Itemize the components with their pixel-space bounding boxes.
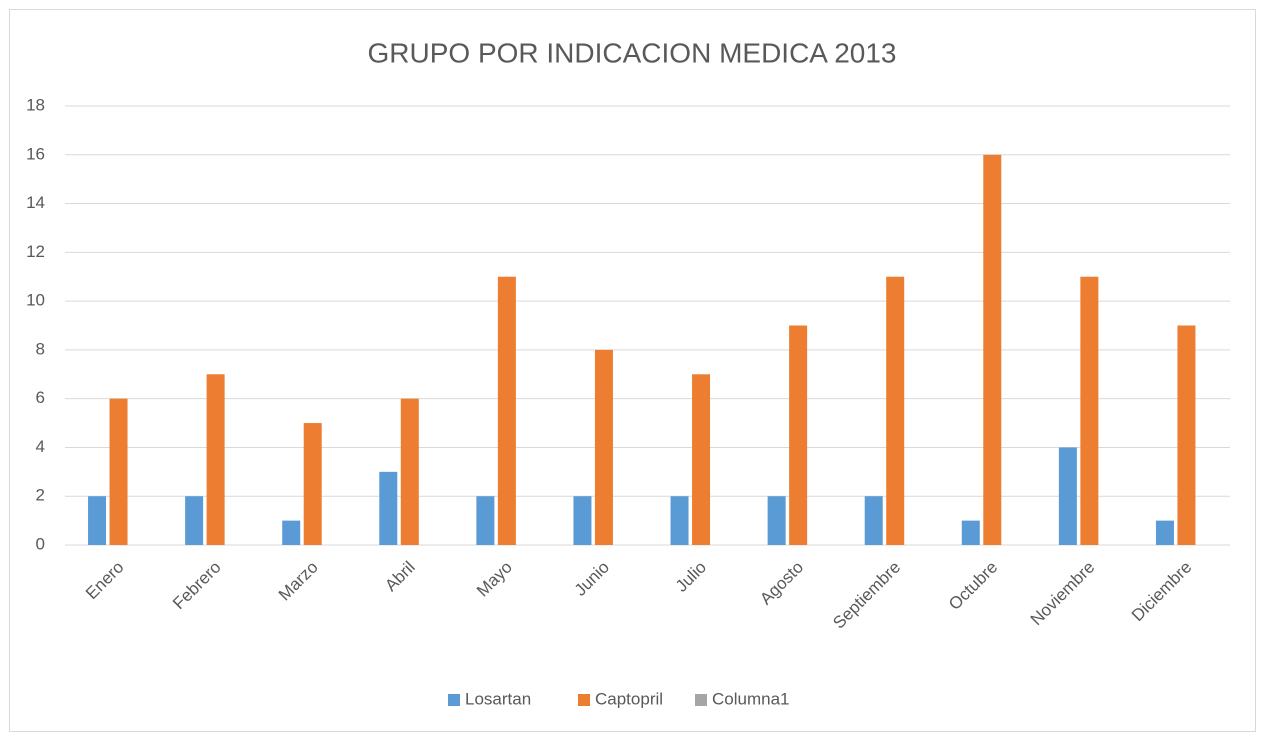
y-tick-label: 16 <box>26 144 45 163</box>
y-tick-label: 12 <box>26 242 45 261</box>
bar <box>1058 447 1077 545</box>
y-tick-label: 10 <box>26 291 45 310</box>
y-tick-label: 2 <box>36 486 45 505</box>
legend-swatch <box>578 694 590 706</box>
legend-swatch <box>695 694 707 706</box>
bar <box>961 520 980 545</box>
bar <box>303 423 322 545</box>
y-tick-label: 4 <box>36 437 45 456</box>
bar <box>379 471 398 545</box>
bar <box>497 276 516 545</box>
chart-title: GRUPO POR INDICACION MEDICA 2013 <box>367 37 896 68</box>
chart-frame <box>9 9 1256 732</box>
bar <box>476 496 495 545</box>
bar <box>1177 325 1196 545</box>
bar <box>983 154 1002 545</box>
y-tick-label: 18 <box>26 95 45 114</box>
bar <box>789 325 808 545</box>
bar <box>88 496 107 545</box>
bar <box>1080 276 1099 545</box>
bar <box>886 276 905 545</box>
legend-label: Losartan <box>465 689 531 708</box>
bar <box>594 349 613 545</box>
bar <box>573 496 592 545</box>
y-tick-label: 14 <box>26 193 45 212</box>
legend-label: Captopril <box>595 689 663 708</box>
bar <box>400 398 419 545</box>
bar <box>206 374 225 545</box>
bar <box>767 496 786 545</box>
bar <box>864 496 883 545</box>
bar <box>670 496 689 545</box>
bar <box>1155 520 1174 545</box>
y-tick-label: 0 <box>36 534 45 553</box>
legend-label: Columna1 <box>712 689 790 708</box>
legend-swatch <box>448 694 460 706</box>
bar <box>109 398 128 545</box>
y-tick-label: 6 <box>36 388 45 407</box>
bar <box>692 374 711 545</box>
y-tick-label: 8 <box>36 339 45 358</box>
bar <box>185 496 204 545</box>
bar <box>282 520 301 545</box>
